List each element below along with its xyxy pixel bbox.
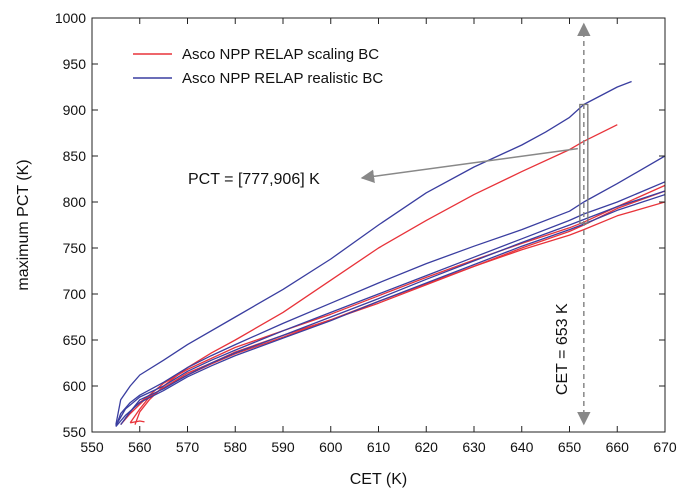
y-tick-label: 1000 <box>55 10 86 26</box>
series-line-realistic <box>115 181 665 426</box>
series-line-scaling <box>134 124 618 425</box>
y-tick-label: 800 <box>63 194 87 210</box>
x-tick-label: 590 <box>271 439 295 455</box>
y-tick-label: 550 <box>63 424 87 440</box>
x-tick-label: 660 <box>606 439 630 455</box>
x-axis-title: CET (K) <box>350 471 407 488</box>
x-tick-label: 600 <box>319 439 343 455</box>
y-tick-label: 600 <box>63 378 87 394</box>
series-layer <box>115 80 665 427</box>
y-tick-label: 750 <box>63 240 87 256</box>
x-tick-label: 610 <box>367 439 391 455</box>
y-axis-title: maximum PCT (K) <box>15 159 32 290</box>
series-line-realistic <box>115 193 665 427</box>
x-tick-label: 560 <box>128 439 152 455</box>
y-tick-label: 900 <box>63 102 87 118</box>
y-tick-label: 650 <box>63 332 87 348</box>
series-line-realistic <box>120 190 665 425</box>
x-tick-label: 570 <box>176 439 200 455</box>
ticks-layer: 550 560 570 580 590 600 610 620 630 640 650 660 670 5… <box>55 10 677 455</box>
y-tick-label: 700 <box>63 286 87 302</box>
series-line-scaling <box>124 184 665 419</box>
x-tick-label: 650 <box>558 439 582 455</box>
pct-pointer-arrow <box>360 147 578 184</box>
series-line-scaling <box>130 420 145 424</box>
series-line-scaling <box>129 201 665 424</box>
y-tick-label: 950 <box>63 56 87 72</box>
x-tick-label: 550 <box>80 439 104 455</box>
x-tick-label: 620 <box>415 439 439 455</box>
series-line-realistic <box>115 80 632 425</box>
annotation-layer <box>360 22 591 426</box>
series-line-scaling <box>120 190 665 426</box>
legend: Asco NPP RELAP scaling BC Asco NPP RELAP… <box>133 46 383 87</box>
x-tick-label: 630 <box>462 439 486 455</box>
x-tick-label: 670 <box>653 439 677 455</box>
pct-range-box <box>579 103 589 224</box>
y-tick-label: 850 <box>63 148 87 164</box>
x-tick-label: 640 <box>510 439 534 455</box>
legend-label-scaling: Asco NPP RELAP scaling BC <box>182 46 379 63</box>
cet-annotation: CET = 653 K <box>554 303 571 395</box>
legend-label-realistic: Asco NPP RELAP realistic BC <box>182 70 383 87</box>
pct-range-annotation: PCT = [777,906] K <box>188 171 320 188</box>
series-line-realistic <box>115 155 665 427</box>
x-tick-label: 580 <box>224 439 248 455</box>
